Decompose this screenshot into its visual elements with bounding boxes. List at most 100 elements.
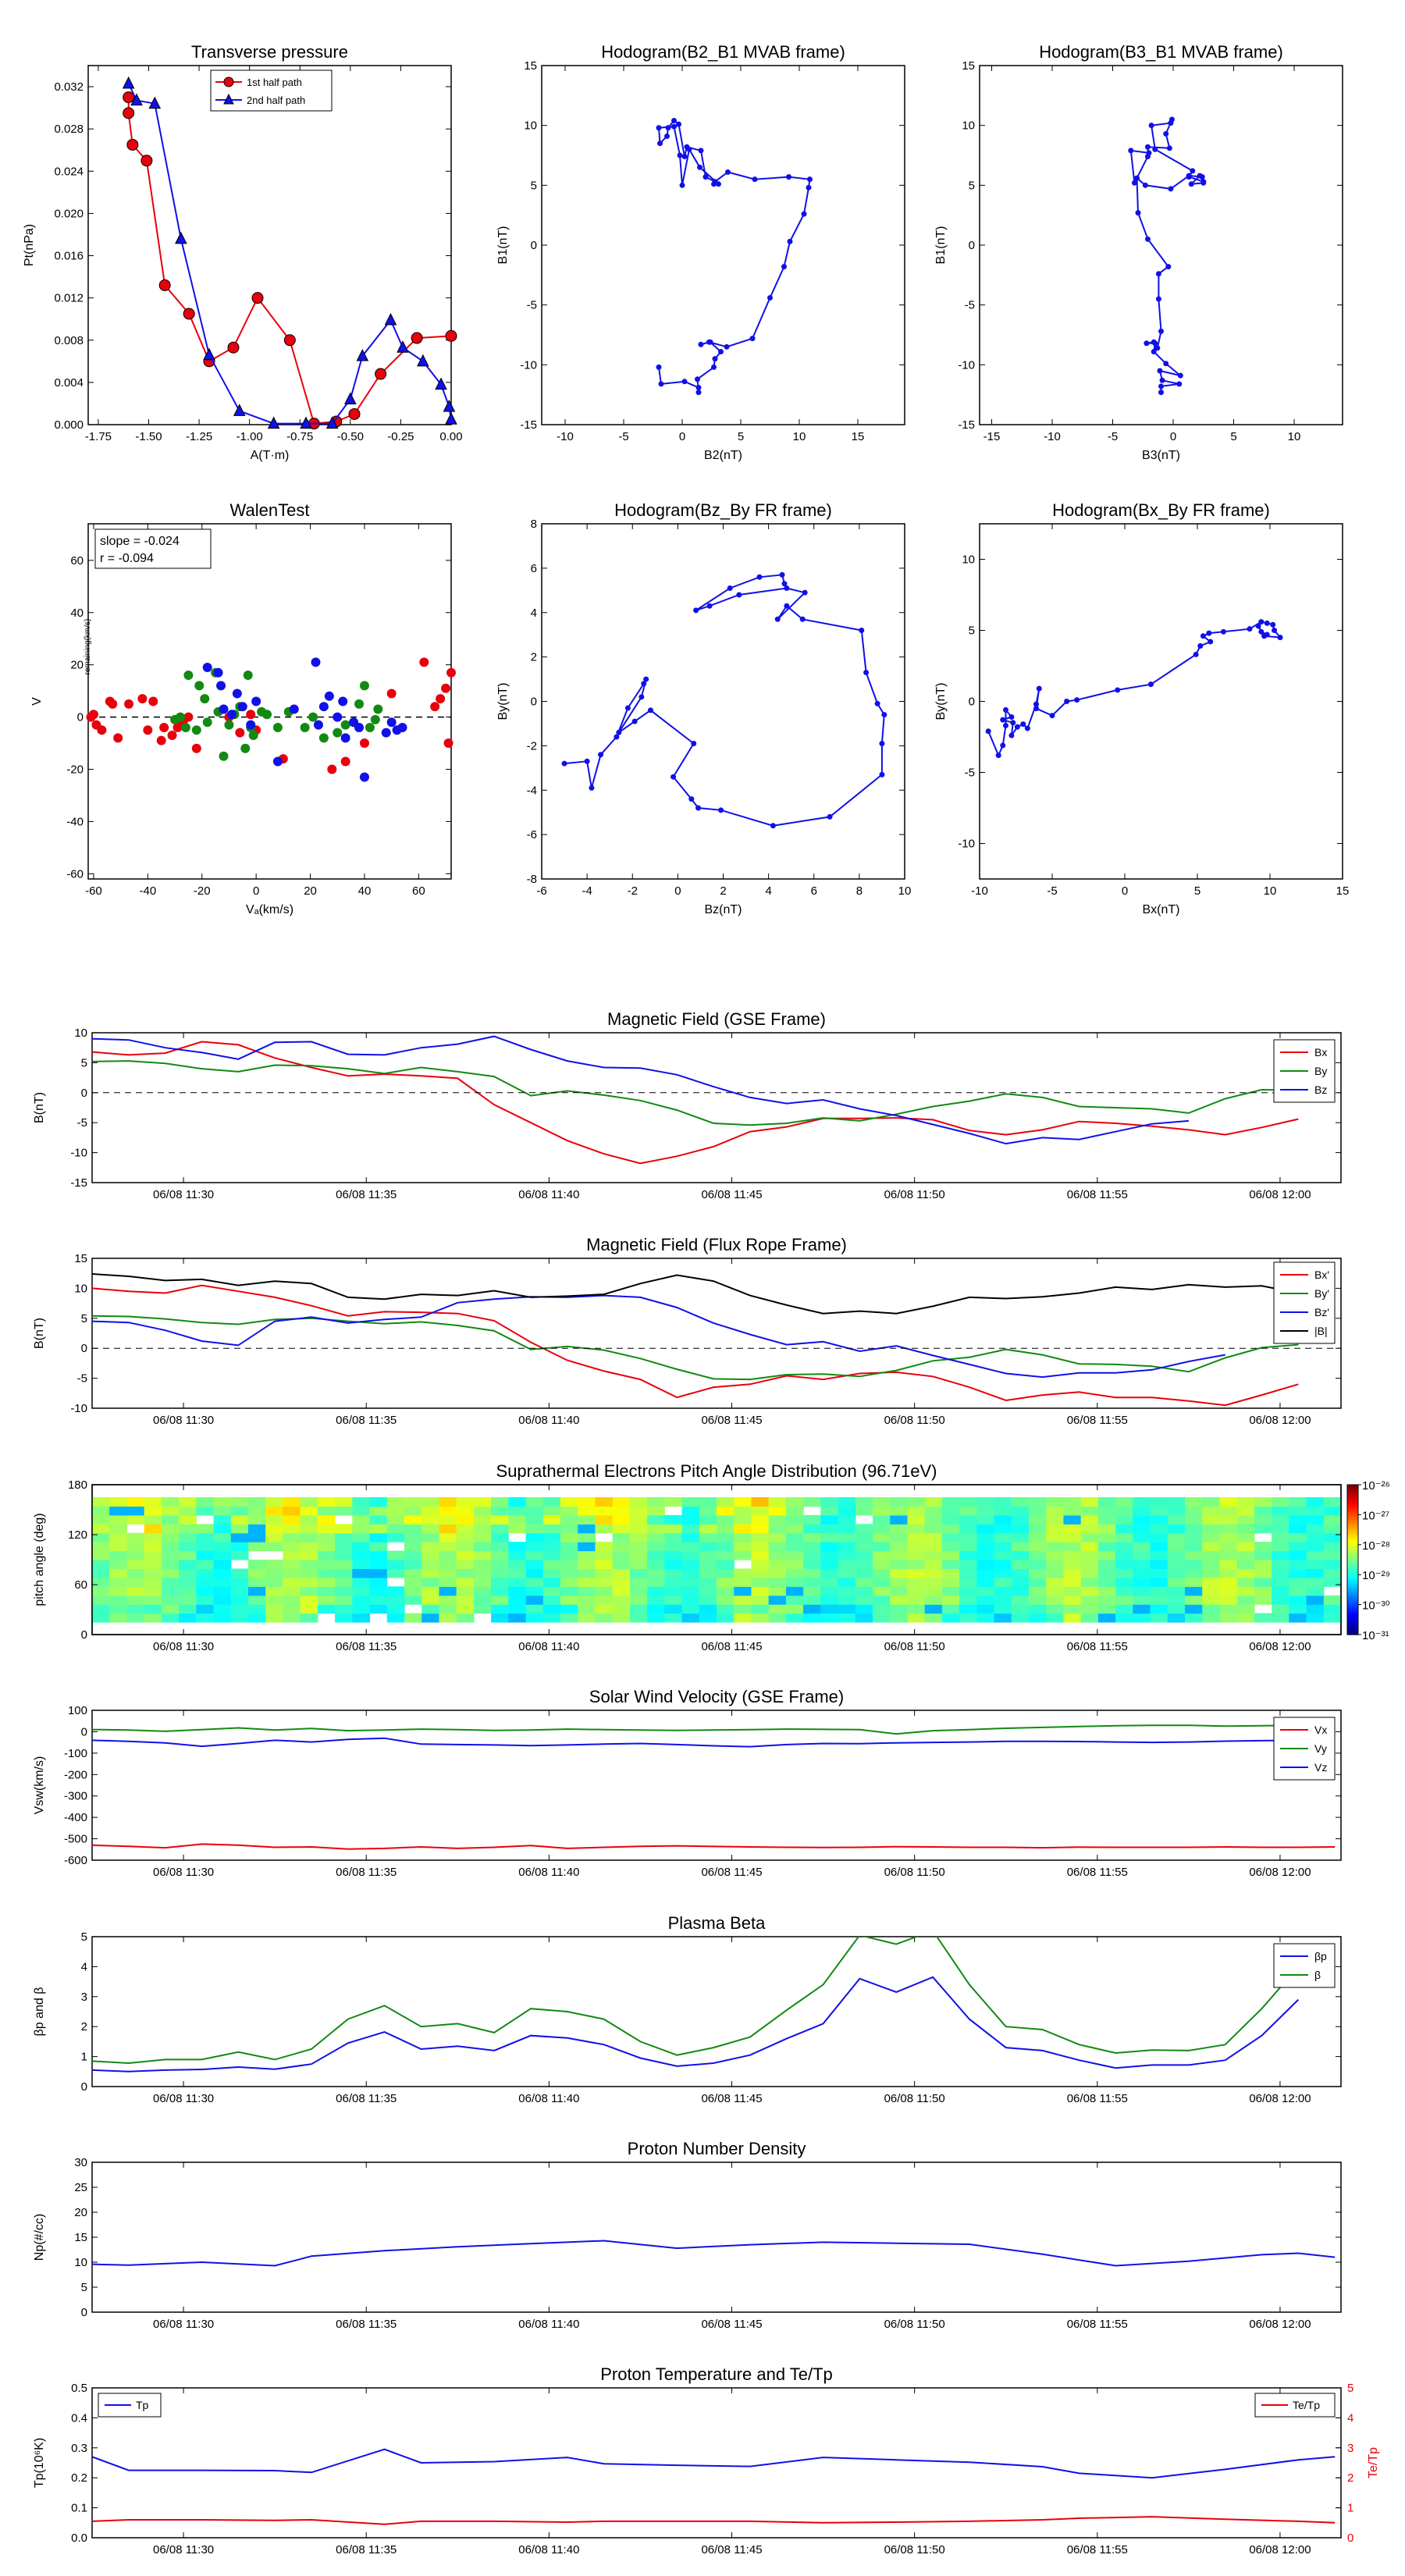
pad-cell (924, 1604, 943, 1614)
pad-cell (734, 1586, 752, 1596)
pad-cell (751, 1613, 770, 1623)
pad-cell (1097, 1514, 1116, 1525)
colorbar-segment (1347, 1542, 1358, 1546)
pad-cell (647, 1532, 665, 1542)
pad-cell (855, 1532, 873, 1542)
pad-cell (751, 1497, 770, 1507)
pad-cell (768, 1524, 787, 1534)
pad-cell (1029, 1550, 1047, 1560)
pad-cell (386, 1613, 405, 1623)
pad-cell (1011, 1497, 1030, 1507)
walen-point (365, 722, 375, 732)
pad-cell (1115, 1532, 1133, 1542)
pad-cell (578, 1532, 596, 1542)
walen-point (183, 712, 194, 722)
pad-cell (422, 1550, 440, 1560)
hodogram-point (1166, 145, 1172, 151)
pad-cell (1150, 1524, 1168, 1534)
xtick-label: 06/08 11:50 (884, 1414, 945, 1427)
pad-cell (1167, 1550, 1186, 1560)
pad-cell (734, 1497, 752, 1507)
pad-cell (1254, 1550, 1272, 1560)
pad-cell (1063, 1542, 1082, 1552)
colorbar-segment (1347, 1599, 1358, 1603)
walen-point (311, 657, 321, 667)
pad-cell (1272, 1532, 1289, 1542)
pad-cell (456, 1497, 475, 1507)
pad-cell (647, 1524, 665, 1534)
pad-cell (785, 1577, 804, 1587)
pad-cell (422, 1577, 440, 1587)
colorbar-segment (1347, 1529, 1358, 1533)
pad-cell (1150, 1568, 1168, 1578)
pad-cell (456, 1568, 475, 1578)
pad-cell (855, 1524, 873, 1534)
pad-cell (404, 1613, 422, 1623)
pad-cell (525, 1577, 544, 1587)
walen-point (262, 710, 272, 720)
colorbar-segment (1347, 1629, 1358, 1633)
walen-point (191, 743, 201, 753)
pad-cell (1080, 1604, 1099, 1614)
pad-cell (508, 1524, 527, 1534)
pad-cell (196, 1497, 215, 1507)
pad-cell (890, 1560, 909, 1570)
xtick-label: 5 (1194, 884, 1200, 898)
pad-cell (508, 1577, 527, 1587)
panel-temp-frame (91, 2387, 1342, 2539)
pad-cell (1150, 1577, 1168, 1587)
pad-cell (1236, 1542, 1255, 1552)
pad-cell (92, 1560, 110, 1570)
pad-cell (612, 1604, 631, 1614)
ytick-label: 0 (81, 1087, 87, 1100)
pad-cell (734, 1604, 752, 1614)
pad-cell (1306, 1524, 1325, 1534)
walen-point (327, 764, 337, 774)
pad-cell (525, 1514, 544, 1525)
pad-cell (612, 1532, 631, 1542)
pad-cell (803, 1542, 821, 1552)
pad-cell (941, 1586, 960, 1596)
pad-cell (283, 1542, 301, 1552)
walen-point (156, 735, 166, 745)
colorbar-segment (1347, 1554, 1358, 1558)
data-point-triangle (300, 416, 312, 429)
colorbar-segment (1347, 1497, 1358, 1500)
hodogram-point (676, 121, 681, 127)
xtick-label: 06/08 11:55 (1067, 1640, 1128, 1653)
pad-cell (92, 1613, 110, 1623)
pad-cell (873, 1577, 891, 1587)
pad-cell (595, 1542, 614, 1552)
hodogram-point (1033, 701, 1040, 707)
walen-point (243, 671, 253, 681)
ytick-label: 5 (531, 179, 537, 192)
hodogram-point (657, 141, 663, 147)
pad-cell (1202, 1506, 1221, 1516)
pad-cell (1202, 1514, 1221, 1525)
panel-vsw-frame (91, 1710, 1342, 1861)
panel-beta-frame (91, 1936, 1342, 2087)
colorbar-frame (1346, 1484, 1359, 1635)
pad-cell (230, 1586, 249, 1596)
data-point-triangle (445, 412, 457, 425)
pad-cell (422, 1568, 440, 1578)
hodogram-point (774, 616, 781, 622)
ytick-label: -10 (70, 1147, 87, 1160)
xtick-label: 0 (679, 430, 685, 443)
pad-cell (820, 1586, 839, 1596)
pad-cell (248, 1577, 266, 1587)
ytick-label: 0 (969, 696, 975, 709)
legend-entry: Te/Tp (1293, 2399, 1320, 2411)
pad-cell (369, 1604, 388, 1614)
walen-point (370, 714, 380, 724)
pad-cell (1236, 1550, 1255, 1560)
walen-point (340, 733, 350, 743)
pad-cell (595, 1568, 614, 1578)
hodogram-point (698, 148, 704, 154)
pad-cell (1236, 1506, 1255, 1516)
ytick-label: -60 (66, 867, 84, 881)
pad-cell (1306, 1497, 1325, 1507)
pad-cell (994, 1506, 1012, 1516)
pad-cell (542, 1577, 561, 1587)
clip-hodogram_bxby-plot (985, 619, 1283, 759)
